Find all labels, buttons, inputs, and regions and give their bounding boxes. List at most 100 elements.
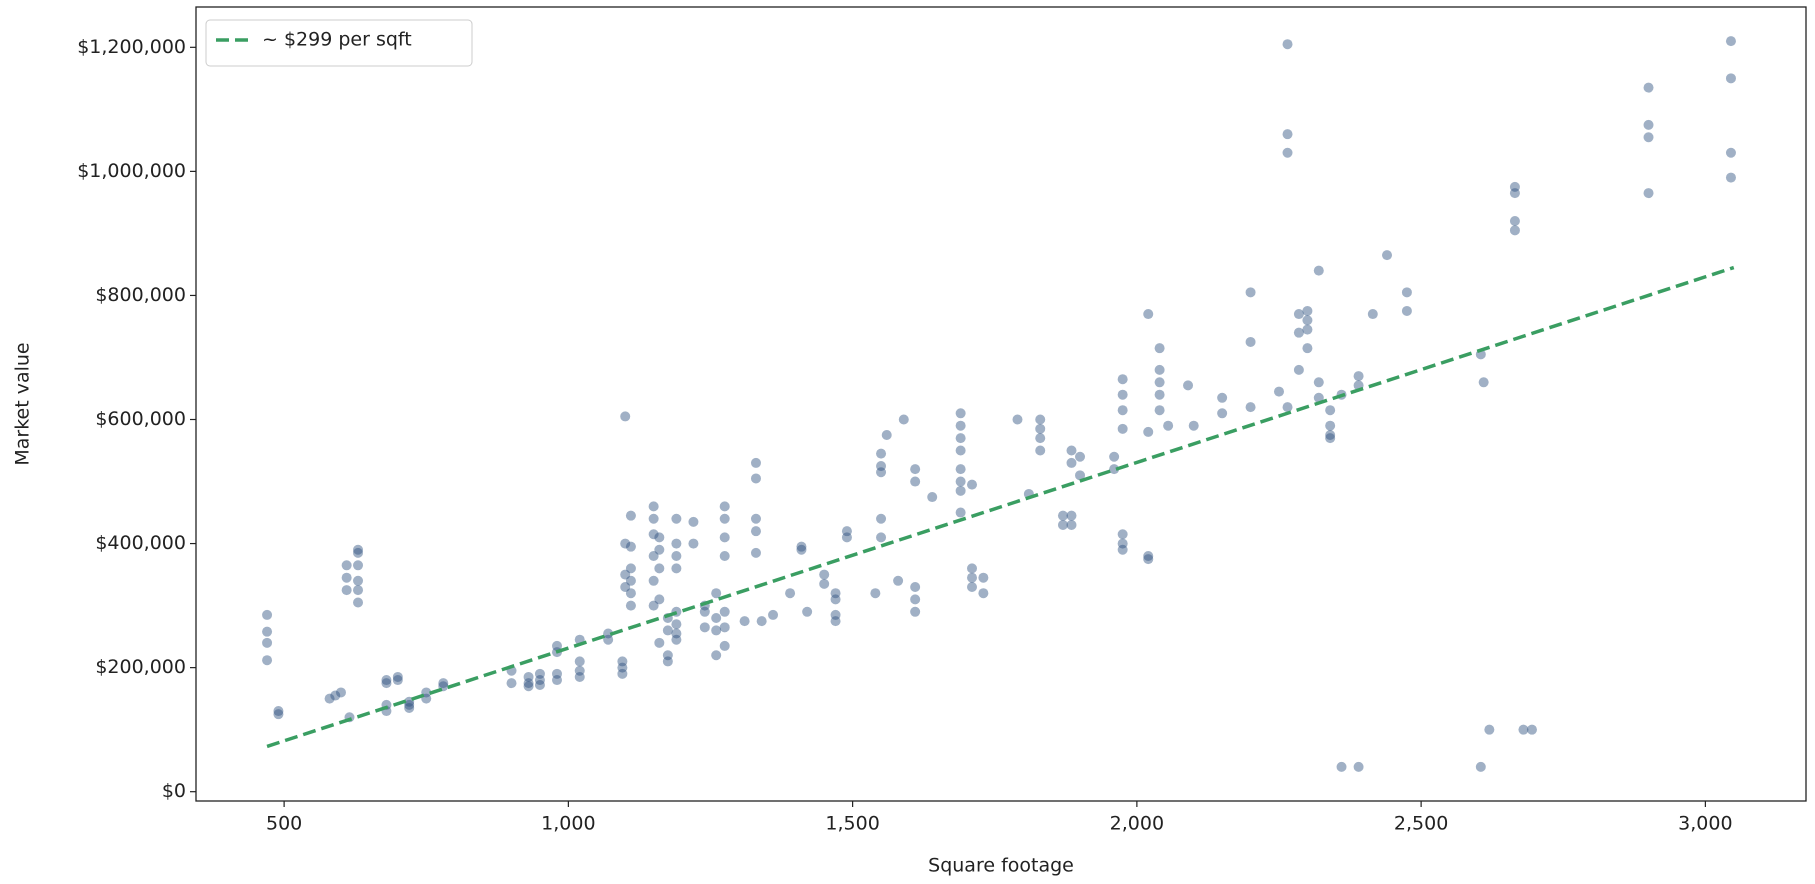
data-point [1353, 371, 1364, 382]
data-point [1154, 343, 1165, 354]
data-point [1478, 377, 1489, 388]
data-point [1075, 451, 1086, 462]
data-point [1075, 470, 1086, 481]
data-point [341, 585, 352, 596]
data-point [262, 637, 273, 648]
data-point [1035, 423, 1046, 434]
data-point [910, 581, 921, 592]
data-point [719, 532, 730, 543]
data-point [1484, 724, 1495, 735]
data-point [876, 448, 887, 459]
data-point [1509, 225, 1520, 236]
data-point [648, 501, 659, 512]
data-point [1325, 430, 1336, 441]
data-point [955, 464, 966, 475]
data-point [1313, 265, 1324, 276]
data-point [1293, 364, 1304, 375]
x-tick-label: 500 [266, 813, 302, 835]
data-point [1163, 420, 1174, 431]
data-point [648, 529, 659, 540]
data-point [955, 485, 966, 496]
data-point [1401, 305, 1412, 316]
data-point [353, 575, 364, 586]
data-point [1526, 724, 1537, 735]
data-point [273, 709, 284, 720]
trend-line [266, 265, 1735, 749]
data-point [1035, 414, 1046, 425]
x-tick-label: 1,500 [825, 813, 879, 835]
plot-frame [195, 6, 1807, 802]
data-point [1217, 392, 1228, 403]
data-point [1302, 324, 1313, 335]
data-point [1188, 420, 1199, 431]
data-point [353, 585, 364, 596]
data-point [1725, 147, 1736, 158]
data-point [699, 606, 710, 617]
x-tick-label: 2,500 [1394, 813, 1448, 835]
data-point [654, 563, 665, 574]
data-point [830, 616, 841, 627]
data-point [404, 699, 415, 710]
x-tick-label: 3,000 [1678, 813, 1732, 835]
data-point [603, 628, 614, 639]
data-point [1035, 445, 1046, 456]
data-point [1143, 554, 1154, 565]
data-point [819, 578, 830, 589]
data-point [910, 594, 921, 605]
data-point [620, 581, 631, 592]
y-axis-label: Market value [12, 342, 34, 465]
data-point [830, 588, 841, 599]
y-tick-label: $0 [162, 780, 186, 802]
data-point [699, 622, 710, 633]
data-point [1154, 377, 1165, 388]
data-point [381, 678, 392, 689]
data-point [617, 668, 628, 679]
data-point [1382, 250, 1393, 261]
data-point [353, 560, 364, 571]
data-point [671, 628, 682, 639]
data-point [1401, 287, 1412, 298]
data-point [719, 501, 730, 512]
data-point [1117, 423, 1128, 434]
data-point [671, 619, 682, 630]
data-point [876, 513, 887, 524]
data-point [1725, 36, 1736, 47]
data-point [955, 445, 966, 456]
data-point [1117, 538, 1128, 549]
data-point [625, 510, 636, 521]
data-point [551, 675, 562, 686]
data-point [534, 680, 545, 691]
data-point [671, 634, 682, 645]
data-point [330, 690, 341, 701]
y-tick-label: $1,200,000 [77, 36, 186, 58]
data-point [978, 588, 989, 599]
data-point [1245, 336, 1256, 347]
data-point [654, 637, 665, 648]
data-point [1313, 377, 1324, 388]
data-point [1643, 82, 1654, 93]
data-point [341, 572, 352, 583]
data-point [1518, 724, 1529, 735]
data-point [1035, 433, 1046, 444]
data-point [719, 640, 730, 651]
data-point [876, 461, 887, 472]
data-point [1643, 132, 1654, 143]
data-point [1725, 73, 1736, 84]
data-point [617, 662, 628, 673]
data-point [1725, 172, 1736, 183]
data-point [620, 569, 631, 580]
legend-box [205, 19, 473, 67]
data-point [1154, 389, 1165, 400]
data-point [955, 507, 966, 518]
data-point [796, 541, 807, 552]
data-point [1154, 364, 1165, 375]
data-point [1109, 451, 1120, 462]
data-point [802, 606, 813, 617]
data-point [967, 581, 978, 592]
data-point [1643, 188, 1654, 199]
data-point [262, 609, 273, 620]
data-point [1313, 392, 1324, 403]
data-point [750, 473, 761, 484]
